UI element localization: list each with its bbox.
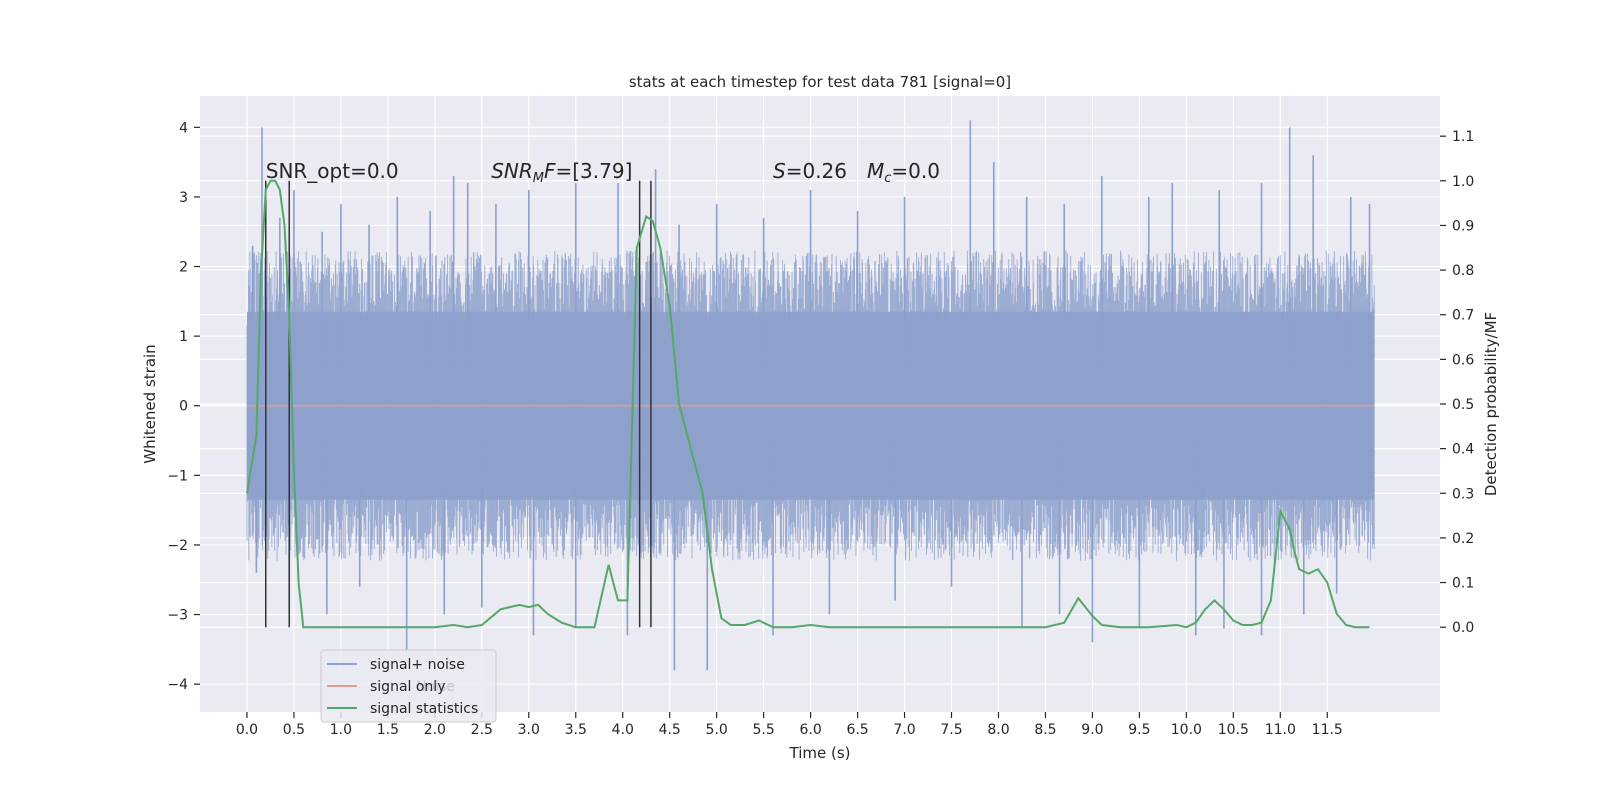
y-right-tick-label-4: 0.4 [1452, 442, 1474, 458]
annotation-mc-subscript: c [884, 171, 891, 186]
x-tick-label-21: 10.5 [1218, 722, 1249, 738]
x-tick-label-20: 10.0 [1171, 722, 1202, 738]
x-tick-label-11: 5.5 [753, 722, 775, 738]
x-tick-label-22: 11.0 [1265, 722, 1296, 738]
y-right-tick-label-7: 0.7 [1452, 308, 1474, 324]
y-right-axis-ticks: 0.0 0.1 0.2 0.3 0.4 0.5 0.6 0.7 0.8 0.9 1.0 1.1 [1440, 129, 1474, 636]
x-tick-label-0: 0.0 [236, 722, 258, 738]
y-right-tick-label-1: 0.1 [1452, 576, 1474, 592]
legend-label-1: signal only [370, 679, 445, 695]
chart-title: stats at each timestep for test data 781… [629, 73, 1011, 91]
y-axis-label-right: Detection probability/MF [1482, 312, 1500, 496]
y-right-tick-label-3: 0.3 [1452, 486, 1474, 502]
annotation-mc: Mc=0.0 [867, 159, 940, 186]
annotation-mc-value: =0.0 [891, 159, 940, 183]
x-tick-label-18: 9.0 [1081, 722, 1103, 738]
annotation-stat: S=0.26 [773, 159, 847, 183]
x-tick-label-13: 6.5 [846, 722, 868, 738]
annotation-mc-symbol: M [867, 159, 884, 183]
y-right-tick-label-11: 1.1 [1452, 129, 1474, 145]
y-axis-label-left: Whitened strain [141, 344, 159, 463]
x-tick-label-8: 4.0 [612, 722, 634, 738]
x-tick-label-15: 7.5 [940, 722, 962, 738]
x-tick-label-14: 7.0 [893, 722, 915, 738]
y-left-tick-label-7: 3 [179, 190, 188, 206]
annotation-snr-mf: SNRMF=[3.79] [491, 159, 632, 186]
x-tick-label-19: 9.5 [1128, 722, 1150, 738]
y-left-tick-label-6: 2 [179, 260, 188, 276]
x-axis-ticks: 0.0 0.5 1.0 1.5 2.0 2.5 3.0 3.5 4.0 4.5 5.0 5.5 6.0 6… [236, 712, 1343, 738]
annotation-stat-symbol: S [773, 159, 786, 183]
y-left-axis-ticks: −4 −3 −2 −1 0 1 2 3 4 [167, 120, 200, 693]
x-tick-label-4: 2.0 [424, 722, 446, 738]
legend-ghost-text: Noise [416, 679, 455, 695]
annotation-stat-value: =0.26 [786, 159, 847, 183]
annotation-snr-opt: SNR_opt=0.0 [266, 159, 399, 183]
y-right-tick-label-8: 0.8 [1452, 263, 1474, 279]
x-tick-label-3: 1.5 [377, 722, 399, 738]
vertical-markers [265, 180, 652, 628]
series-signal-statistics [246, 179, 1370, 629]
annotations: SNR_opt=0.0 SNRMF=[3.79] S=0.26 Mc=0.0 [266, 159, 940, 186]
x-tick-label-1: 0.5 [283, 722, 305, 738]
x-tick-label-2: 1.0 [330, 722, 352, 738]
y-left-tick-label-4: 0 [179, 399, 188, 415]
y-right-tick-label-2: 0.2 [1452, 531, 1474, 547]
x-tick-label-7: 3.5 [565, 722, 587, 738]
x-axis-label: Time (s) [789, 744, 851, 762]
y-right-tick-label-10: 1.0 [1452, 174, 1474, 190]
x-tick-label-10: 5.0 [706, 722, 728, 738]
signal-statistics-line [246, 179, 1370, 629]
y-right-tick-label-9: 0.9 [1452, 218, 1474, 234]
x-tick-label-23: 11.5 [1312, 722, 1343, 738]
x-tick-label-17: 8.5 [1034, 722, 1056, 738]
x-tick-label-16: 8.0 [987, 722, 1009, 738]
y-left-tick-label-1: −3 [167, 608, 188, 624]
y-left-tick-label-0: −4 [167, 677, 188, 693]
annotation-snr-mf-subscript: M [533, 171, 544, 186]
x-tick-label-5: 2.5 [471, 722, 493, 738]
legend-box [320, 649, 497, 723]
y-left-tick-label-5: 1 [179, 329, 188, 345]
x-tick-label-6: 3.0 [518, 722, 540, 738]
annotation-snr-mf-value: =[3.79] [556, 159, 633, 183]
x-tick-label-12: 6.0 [799, 722, 821, 738]
y-right-tick-label-5: 0.5 [1452, 397, 1474, 413]
legend-label-0: signal+ noise [370, 657, 465, 673]
annotation-snr-mf-tail: F [544, 159, 556, 183]
legend: Noise signal+ noise signal only signal stat… [320, 649, 497, 723]
annotation-snr-mf-symbol: SNR [491, 159, 533, 183]
y-left-tick-label-8: 4 [179, 120, 188, 136]
y-right-tick-label-0: 0.0 [1452, 620, 1474, 636]
legend-label-2: signal statistics [370, 701, 478, 717]
x-tick-label-9: 4.5 [659, 722, 681, 738]
y-left-tick-label-2: −2 [167, 538, 188, 554]
y-left-tick-label-3: −1 [167, 468, 188, 484]
y-right-tick-label-6: 0.6 [1452, 352, 1474, 368]
